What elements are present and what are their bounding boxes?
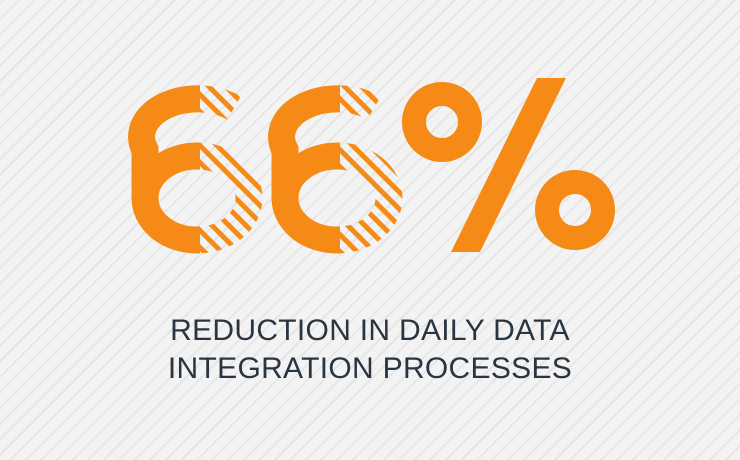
caption-line-2: INTEGRATION PROCESSES bbox=[167, 352, 573, 385]
digit-six-first bbox=[128, 85, 263, 254]
stat-figure bbox=[128, 78, 615, 254]
digit-six-second-solid-half bbox=[268, 85, 340, 254]
digit-six-first-solid-half bbox=[128, 85, 200, 254]
digit-six-second-hatched-half bbox=[340, 85, 403, 254]
percent-sign bbox=[402, 78, 615, 252]
caption-line-1: REDUCTION IN DAILY DATA bbox=[170, 314, 570, 347]
stat-caption: REDUCTION IN DAILY DATA INTEGRATION PROC… bbox=[0, 312, 740, 388]
digit-six-second bbox=[268, 85, 403, 254]
digit-six-first-hatched-half bbox=[200, 85, 263, 254]
